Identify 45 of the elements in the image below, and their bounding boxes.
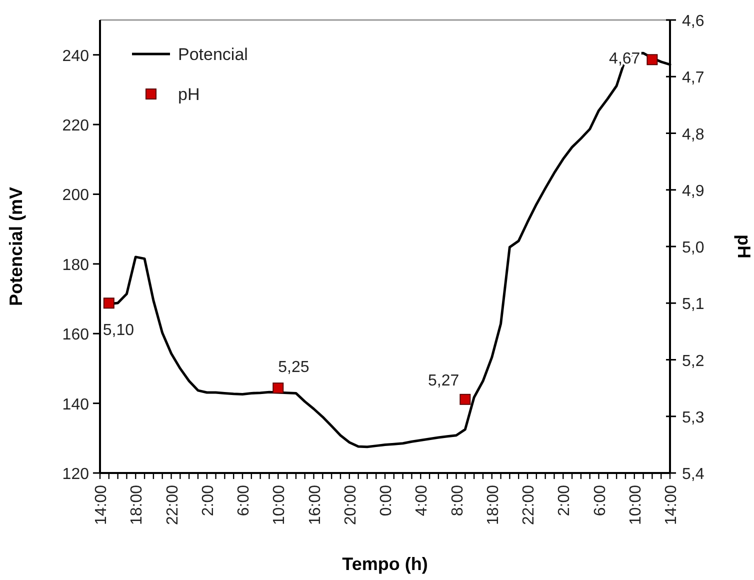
point xyxy=(272,382,284,394)
y-tick-label: 140 xyxy=(62,396,90,414)
y-tick-label: 240 xyxy=(62,48,90,65)
y-tick-label: 220 xyxy=(62,118,90,135)
x-tick-label: 22:00 xyxy=(164,484,182,526)
x-tick-label: 2:00 xyxy=(200,484,217,516)
y2-tick-label: 4,6 xyxy=(682,13,704,30)
x-tick-label: 22:00 xyxy=(520,484,538,526)
y2-tick-label: 4,9 xyxy=(682,182,704,200)
point xyxy=(103,298,114,309)
y2-tick-label: 4,8 xyxy=(682,126,704,144)
x-tick-label: 2:00 xyxy=(556,484,574,516)
x-tick-label: 0:00 xyxy=(378,484,395,516)
x-tick-label: 16:00 xyxy=(306,484,324,526)
y2-tick-label: 5,3 xyxy=(682,409,704,426)
y-tick-label: 160 xyxy=(62,326,90,344)
y-tick-label: 120 xyxy=(62,466,90,483)
x-tick-label: 20:00 xyxy=(342,484,360,526)
y2-axis-title: pH xyxy=(734,234,754,258)
x-tick-label: 4:00 xyxy=(414,484,431,516)
y-tick-label: 200 xyxy=(62,187,90,204)
x-tick-label: 8:00 xyxy=(449,484,466,516)
data-label: 5,10 xyxy=(102,322,134,340)
x-tick-label: 18:00 xyxy=(128,484,146,526)
data-label: 5,27 xyxy=(428,372,460,390)
x-axis-title: Tempo (h) xyxy=(342,554,428,574)
x-tick-label: 14:00 xyxy=(93,484,110,526)
x-tick-label: 10:00 xyxy=(627,484,644,526)
data-label: 5,25 xyxy=(278,359,310,376)
x-tick-label: 14:00 xyxy=(663,484,680,526)
y2-tick-label: 4,7 xyxy=(682,70,704,87)
legend-label: Potencial xyxy=(178,45,248,64)
y2-tick-label: 5,4 xyxy=(682,466,704,483)
y2-tick-label: 5,1 xyxy=(682,296,704,314)
y2-tick-label: 5,0 xyxy=(682,240,704,256)
legend-label: pH xyxy=(178,85,200,104)
point xyxy=(646,54,658,66)
y-axis-title: Potencial (mV xyxy=(6,186,26,306)
x-tick-label: 18:00 xyxy=(484,484,502,526)
y2-tick-label: 5,2 xyxy=(682,352,704,370)
x-tick-label: 6:00 xyxy=(592,484,609,516)
y-tick-label: 180 xyxy=(62,256,90,274)
x-tick-label: 10:00 xyxy=(271,484,288,526)
x-tick-label: 6:00 xyxy=(236,484,252,516)
point xyxy=(460,394,471,405)
